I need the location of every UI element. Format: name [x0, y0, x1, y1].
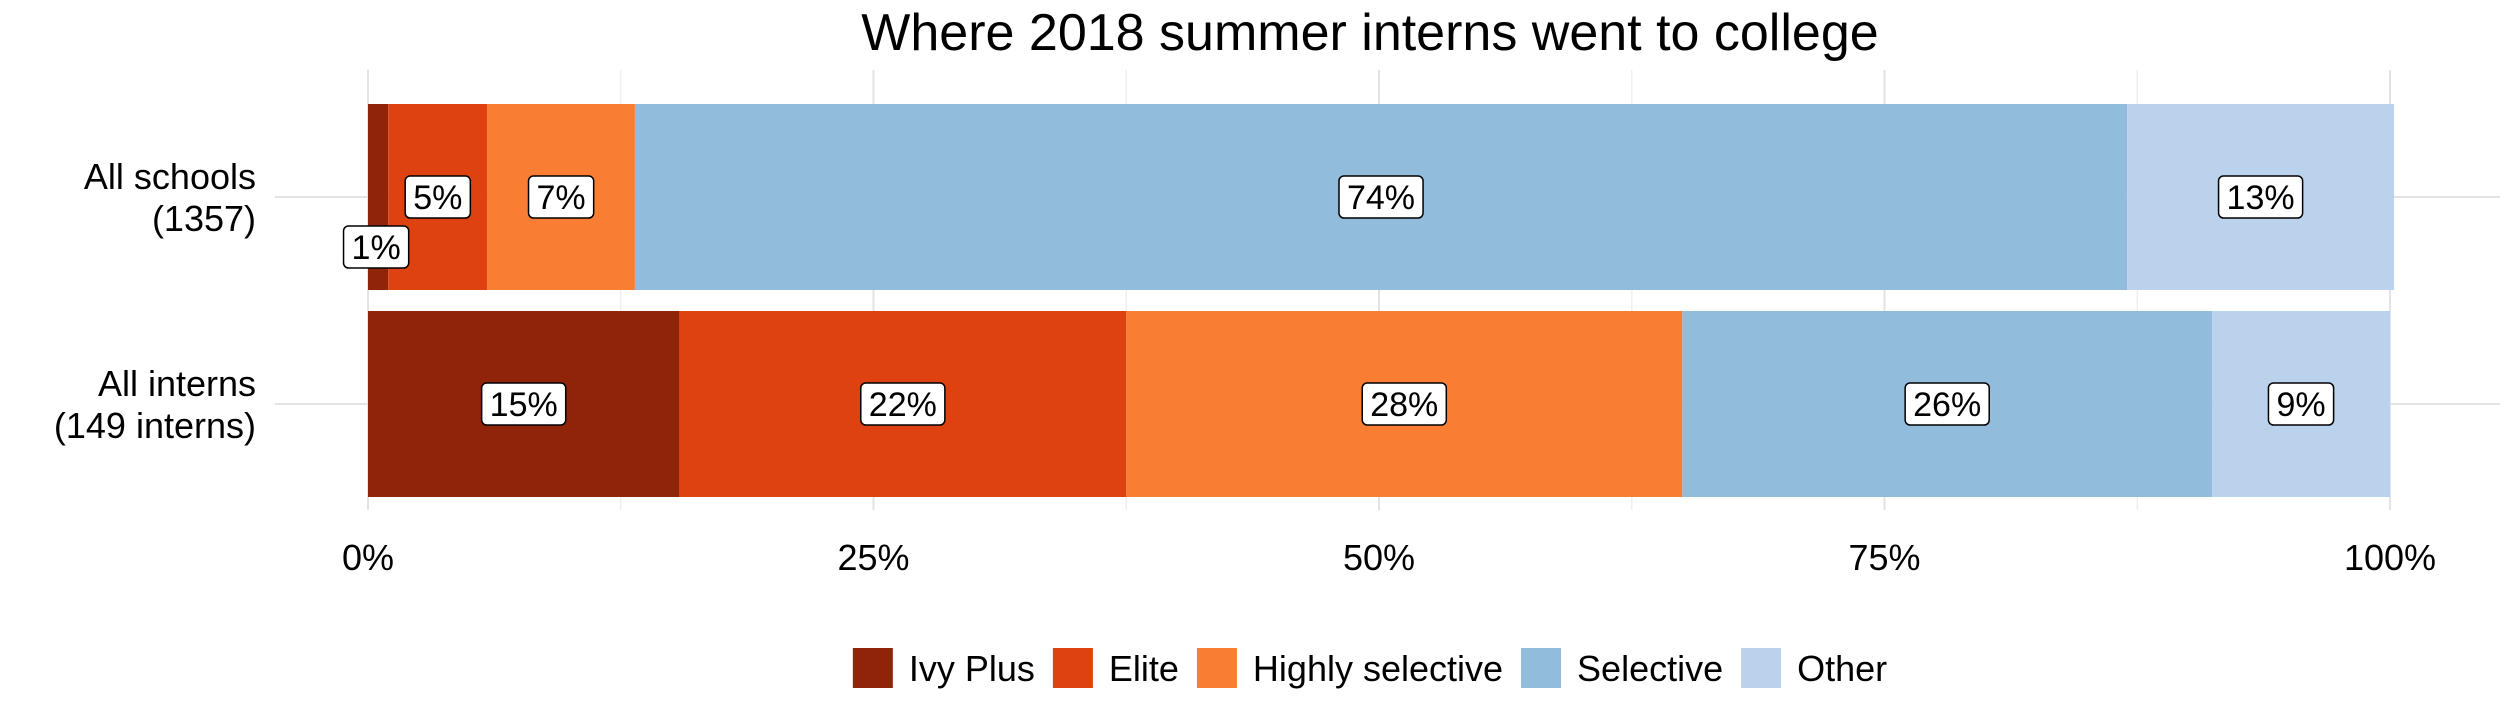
data-label: 22%	[869, 386, 937, 424]
data-labels: 1% 5% 7% 74% 13% 15% 22% 28% 26% 9%	[342, 175, 2335, 426]
data-label: 5%	[413, 179, 462, 217]
legend-swatch	[852, 648, 893, 688]
legend-swatch	[1521, 648, 1562, 688]
data-label-box	[860, 382, 946, 426]
category-label-sub: (1357)	[152, 198, 256, 239]
x-tick-label: 100%	[2344, 537, 2436, 578]
data-label-box	[342, 225, 410, 269]
x-tick-label: 25%	[837, 537, 909, 578]
data-label: 74%	[1347, 179, 1415, 217]
legend-label: Other	[1797, 648, 1887, 689]
data-label-box	[1904, 382, 1990, 426]
data-label: 9%	[2276, 386, 2325, 424]
legend-swatch	[1052, 648, 1093, 688]
data-label-box	[527, 175, 595, 219]
data-label-box	[404, 175, 472, 219]
data-label: 26%	[1913, 386, 1981, 424]
bars	[368, 104, 2395, 497]
category-label-sub: (149 interns)	[54, 405, 256, 446]
data-label-box	[2217, 175, 2304, 219]
x-tick-label: 75%	[1848, 537, 1920, 578]
data-label: 13%	[2227, 179, 2295, 217]
category-label: All interns	[98, 363, 256, 404]
data-label: 1%	[352, 229, 401, 267]
data-label: 15%	[490, 386, 558, 424]
chart-title: Where 2018 summer interns went to colleg…	[861, 4, 1878, 62]
data-label-box	[1361, 382, 1448, 426]
legend-swatch	[1196, 648, 1237, 688]
legend-label: Elite	[1109, 648, 1179, 689]
data-label: 28%	[1370, 386, 1438, 424]
x-tick-label: 50%	[1343, 537, 1415, 578]
data-label-box	[480, 382, 567, 426]
legend: Ivy Plus Elite Highly selective Selective Ot…	[852, 648, 1887, 689]
legend-label: Ivy Plus	[909, 648, 1035, 689]
data-label-box	[2267, 382, 2335, 426]
category-labels: All schools(1357) All interns(149 interns…	[54, 156, 256, 446]
data-label-box	[1338, 175, 1424, 219]
category-label: All schools	[84, 156, 256, 197]
legend-label: Highly selective	[1253, 648, 1503, 689]
x-axis-tick-labels: 0% 25% 50% 75% 100%	[342, 537, 2436, 578]
legend-swatch	[1741, 648, 1782, 688]
data-label: 7%	[537, 179, 586, 217]
legend-label: Selective	[1577, 648, 1723, 689]
x-tick-label: 0%	[342, 537, 394, 578]
